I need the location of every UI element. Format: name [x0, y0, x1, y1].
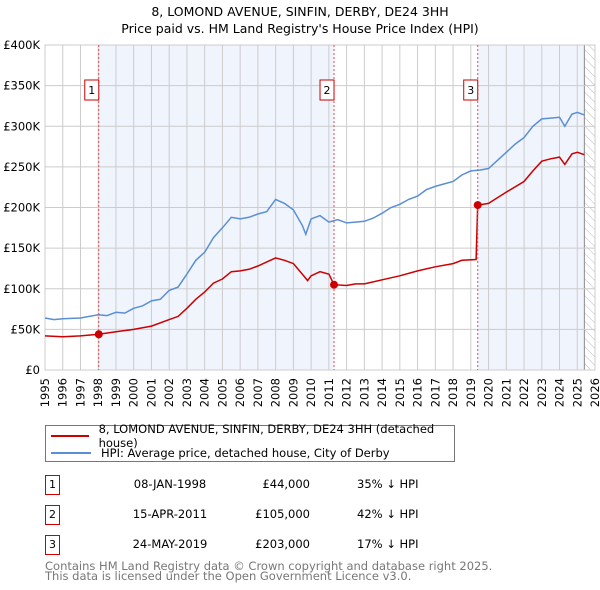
- chart-title: 8, LOMOND AVENUE, SINFIN, DERBY, DE24 3H…: [151, 4, 448, 19]
- sale-label-box: [84, 79, 100, 101]
- y-tick-label: £150K: [3, 241, 40, 255]
- chart-subtitle: Price paid vs. HM Land Registry's House …: [121, 21, 478, 36]
- x-tick-label: 2025: [570, 378, 584, 407]
- legend-item-hpi: HPI: Average price, detached house, City…: [51, 445, 390, 461]
- x-tick-label: 1996: [56, 378, 70, 407]
- transaction-hpi-diff: 17% ↓ HPI: [357, 537, 419, 551]
- transaction-badge: 3: [45, 535, 60, 555]
- y-tick-label: £300K: [3, 119, 40, 133]
- x-tick-label: 1999: [109, 378, 123, 407]
- transaction-row: 1 08-JAN-1998 £44,000 35% ↓ HPI: [45, 475, 465, 495]
- x-tick-label: 1998: [91, 378, 105, 407]
- x-tick-label: 2008: [269, 378, 283, 407]
- sale-point: [473, 201, 482, 210]
- legend-label-property: 8, LOMOND AVENUE, SINFIN, DERBY, DE24 3H…: [98, 422, 435, 450]
- plot-frame: [44, 44, 596, 371]
- property-price-line: [44, 151, 585, 338]
- x-tick-label: 2018: [446, 378, 460, 407]
- x-tick-label: 2003: [180, 378, 194, 407]
- x-tick-label: 2014: [375, 378, 389, 407]
- legend-swatch-property: [51, 435, 89, 437]
- x-tick-label: 2005: [215, 378, 229, 407]
- x-tick-label: 2012: [340, 378, 354, 407]
- footer-copyright: Contains HM Land Registry data © Crown c…: [45, 559, 493, 573]
- footer-licence: This data is licensed under the Open Gov…: [45, 569, 412, 583]
- transaction-hpi-diff: 35% ↓ HPI: [357, 477, 419, 491]
- x-tick-label: 2004: [198, 378, 212, 407]
- x-tick-label: 2000: [127, 378, 141, 407]
- transaction-price: £203,000: [255, 537, 310, 551]
- x-tick-label: 2016: [411, 378, 425, 407]
- x-tick-label: 2007: [251, 378, 265, 407]
- x-tick-label: 2001: [144, 378, 158, 407]
- y-tick-label: £200K: [3, 201, 40, 215]
- x-tick-label: 2013: [357, 378, 371, 407]
- transaction-date: 24-MAY-2019: [132, 537, 208, 551]
- legend-label-hpi: HPI: Average price, detached house, City…: [101, 446, 390, 460]
- x-tick-label: 2020: [482, 378, 496, 407]
- y-tick-label: £250K: [3, 160, 40, 174]
- sale-label: 1: [88, 84, 95, 97]
- transaction-badge: 1: [45, 475, 60, 495]
- x-tick-label: 2002: [162, 378, 176, 407]
- x-tick-label: 2021: [499, 378, 513, 407]
- sale-label-box: [319, 79, 335, 101]
- x-tick-label: 2022: [517, 378, 531, 407]
- x-tick-label: 2019: [464, 378, 478, 407]
- y-tick-label: £100K: [3, 282, 40, 296]
- sale-label: 3: [467, 84, 474, 97]
- x-tick-label: 2010: [304, 378, 318, 407]
- sale-label: 2: [324, 84, 331, 97]
- x-tick-label: 2023: [535, 378, 549, 407]
- x-tick-label: 2017: [428, 378, 442, 407]
- sale-point: [330, 280, 339, 289]
- y-tick-label: £0: [25, 363, 40, 377]
- price-chart: 8, LOMOND AVENUE, SINFIN, DERBY, DE24 3H…: [3, 4, 600, 407]
- legend: 8, LOMOND AVENUE, SINFIN, DERBY, DE24 3H…: [45, 422, 455, 462]
- sale-label-box: [463, 79, 479, 101]
- transaction-date: 15-APR-2011: [132, 507, 208, 521]
- transaction-row: 2 15-APR-2011 £105,000 42% ↓ HPI: [45, 505, 465, 525]
- legend-swatch-hpi: [51, 452, 91, 454]
- y-tick-label: £350K: [3, 79, 40, 93]
- y-tick-label: £50K: [11, 322, 41, 336]
- x-tick-label: 2024: [553, 378, 567, 407]
- x-tick-label: 2006: [233, 378, 247, 407]
- transaction-row: 3 24-MAY-2019 £203,000 17% ↓ HPI: [45, 535, 465, 555]
- hpi-line: [44, 111, 585, 321]
- transaction-price: £44,000: [262, 477, 310, 491]
- x-tick-label: 2026: [588, 378, 600, 407]
- transaction-badge: 2: [45, 505, 60, 525]
- transaction-date: 08-JAN-1998: [133, 477, 207, 491]
- x-tick-label: 2015: [393, 378, 407, 407]
- x-tick-label: 2011: [322, 378, 336, 407]
- y-tick-label: £400K: [3, 38, 40, 52]
- x-tick-label: 1995: [38, 378, 52, 407]
- sale-point: [94, 330, 103, 339]
- x-tick-label: 1997: [73, 378, 87, 407]
- transaction-hpi-diff: 42% ↓ HPI: [357, 507, 419, 521]
- transaction-price: £105,000: [255, 507, 310, 521]
- legend-item-property: 8, LOMOND AVENUE, SINFIN, DERBY, DE24 3H…: [51, 422, 454, 450]
- x-tick-label: 2009: [286, 378, 300, 407]
